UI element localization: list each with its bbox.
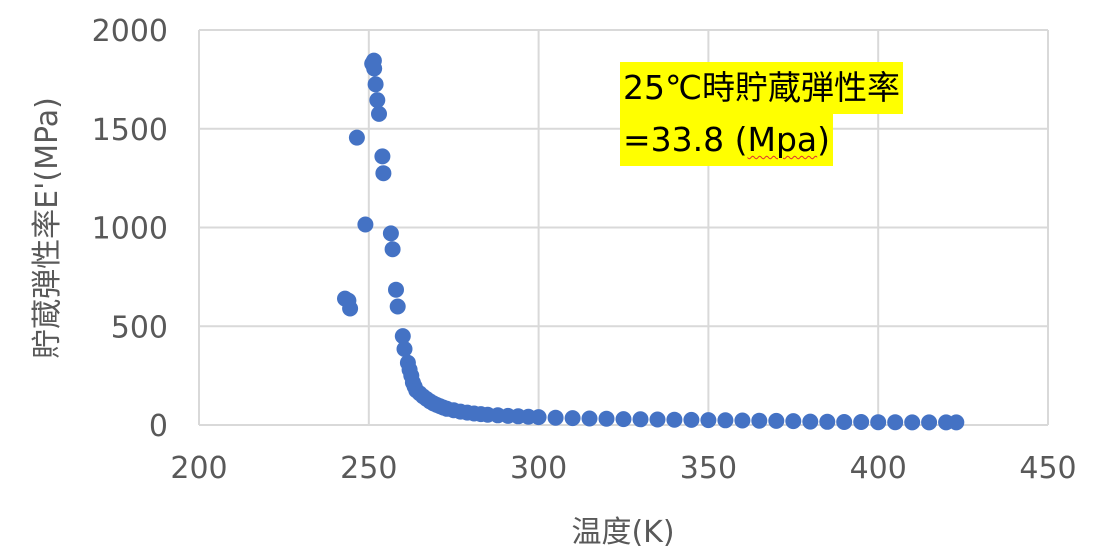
data-point xyxy=(615,411,632,428)
data-point xyxy=(904,414,921,431)
data-point xyxy=(388,281,404,298)
annotation-value: =33.8 ( xyxy=(623,120,748,159)
data-point xyxy=(530,409,547,426)
data-point xyxy=(375,165,392,182)
tick-labels: 200 250 300 350 400 450 0 500 1000 1500 2000 xyxy=(92,14,1077,486)
data-point xyxy=(819,413,836,430)
data-point xyxy=(396,341,413,357)
data-point xyxy=(342,300,359,317)
data-point xyxy=(948,414,965,431)
data-point xyxy=(598,410,615,427)
data-point xyxy=(734,412,751,429)
data-point xyxy=(853,414,870,430)
data-point xyxy=(369,92,386,109)
x-tick-label: 350 xyxy=(680,451,737,486)
data-point xyxy=(581,410,598,427)
x-tick-label: 250 xyxy=(340,451,397,486)
y-axis-label: 貯蔵弾性率E'(MPa) xyxy=(30,97,65,359)
data-point xyxy=(374,148,391,165)
y-tick-label: 1000 xyxy=(92,212,168,247)
data-point xyxy=(367,76,384,93)
annotation-box: 25℃時貯蔵弾性率 =33.8 (Mpa) xyxy=(620,62,904,166)
data-point xyxy=(751,412,768,429)
data-point xyxy=(357,216,374,233)
x-tick-label: 200 xyxy=(170,451,227,486)
y-tick-label: 2000 xyxy=(92,14,168,49)
data-point xyxy=(348,129,365,146)
data-point xyxy=(700,412,717,429)
data-point xyxy=(371,105,387,122)
data-point xyxy=(382,225,399,242)
data-point xyxy=(870,414,887,431)
data-point xyxy=(683,411,700,428)
annotation-unit: Mpa xyxy=(747,120,818,159)
grid-lines xyxy=(198,29,1049,426)
data-point xyxy=(785,413,802,430)
data-point xyxy=(768,412,785,429)
data-point xyxy=(836,414,853,430)
y-tick-label: 500 xyxy=(111,310,168,345)
annotation-line-2: =33.8 (Mpa) xyxy=(620,114,834,166)
data-point xyxy=(366,60,383,77)
data-point xyxy=(564,410,581,427)
x-tick-label: 450 xyxy=(1019,451,1076,486)
data-points xyxy=(337,52,965,431)
data-point xyxy=(394,328,411,345)
x-tick-label: 300 xyxy=(510,451,567,486)
data-point xyxy=(802,413,819,430)
data-point xyxy=(666,411,683,428)
data-point xyxy=(632,411,649,428)
data-point xyxy=(887,414,904,431)
annotation-line-1: 25℃時貯蔵弾性率 xyxy=(620,62,904,114)
x-tick-label: 400 xyxy=(850,451,907,486)
x-axis-label: 温度(K) xyxy=(571,515,674,550)
y-tick-label: 1500 xyxy=(92,113,168,148)
annotation-close: ) xyxy=(817,120,831,159)
data-point xyxy=(389,298,406,315)
data-point xyxy=(384,241,401,258)
data-point xyxy=(921,414,938,431)
data-point xyxy=(547,409,564,426)
data-point xyxy=(649,411,666,428)
y-tick-label: 0 xyxy=(149,409,168,444)
data-point xyxy=(717,412,734,429)
